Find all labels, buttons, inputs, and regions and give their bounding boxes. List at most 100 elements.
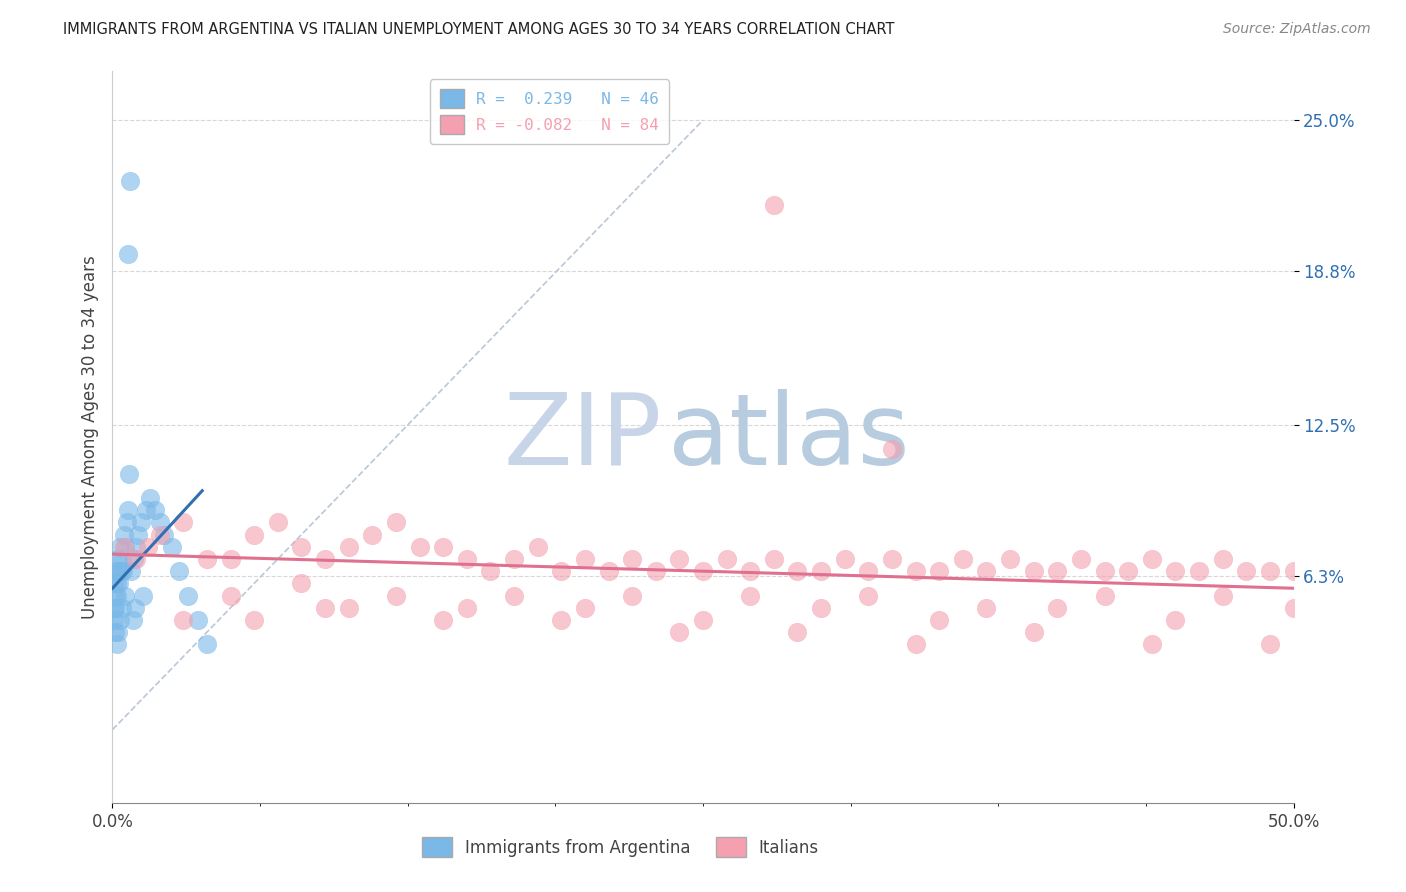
Point bbox=[195, 552, 218, 566]
Point bbox=[880, 442, 903, 457]
Point bbox=[1046, 600, 1069, 615]
Point bbox=[928, 613, 950, 627]
Point bbox=[337, 600, 360, 615]
Point bbox=[361, 527, 384, 541]
Point bbox=[104, 600, 127, 615]
Y-axis label: Unemployment Among Ages 30 to 34 years: Unemployment Among Ages 30 to 34 years bbox=[80, 255, 98, 619]
Point bbox=[132, 589, 155, 603]
Point bbox=[290, 576, 312, 591]
Point bbox=[385, 589, 408, 603]
Point bbox=[1022, 564, 1045, 578]
Point bbox=[136, 540, 159, 554]
Point bbox=[786, 625, 808, 640]
Point bbox=[1234, 564, 1257, 578]
Point bbox=[1282, 600, 1305, 615]
Point bbox=[503, 552, 526, 566]
Point bbox=[114, 540, 136, 554]
Point bbox=[149, 527, 172, 541]
Point bbox=[550, 613, 572, 627]
Point bbox=[103, 576, 125, 591]
Point bbox=[1116, 564, 1139, 578]
Point bbox=[104, 589, 127, 603]
Point bbox=[1258, 564, 1281, 578]
Point bbox=[103, 600, 125, 615]
Point bbox=[1188, 564, 1211, 578]
Point bbox=[810, 564, 832, 578]
Point bbox=[120, 174, 142, 188]
Point bbox=[117, 247, 139, 261]
Point bbox=[107, 564, 129, 578]
Text: IMMIGRANTS FROM ARGENTINA VS ITALIAN UNEMPLOYMENT AMONG AGES 30 TO 34 YEARS CORR: IMMIGRANTS FROM ARGENTINA VS ITALIAN UNE… bbox=[63, 22, 894, 37]
Point bbox=[195, 637, 218, 651]
Point bbox=[104, 625, 127, 640]
Point bbox=[172, 613, 194, 627]
Point bbox=[243, 527, 266, 541]
Point bbox=[668, 552, 690, 566]
Point bbox=[716, 552, 738, 566]
Point bbox=[786, 564, 808, 578]
Point bbox=[740, 564, 762, 578]
Point bbox=[103, 613, 125, 627]
Point bbox=[952, 552, 974, 566]
Point bbox=[125, 540, 148, 554]
Point bbox=[129, 516, 152, 530]
Text: ZIP: ZIP bbox=[503, 389, 662, 485]
Point bbox=[1094, 589, 1116, 603]
Legend: Immigrants from Argentina, Italians: Immigrants from Argentina, Italians bbox=[415, 830, 825, 864]
Point bbox=[105, 576, 128, 591]
Point bbox=[115, 516, 138, 530]
Point bbox=[290, 540, 312, 554]
Point bbox=[1140, 552, 1163, 566]
Point bbox=[219, 552, 242, 566]
Point bbox=[1212, 589, 1234, 603]
Point bbox=[314, 552, 336, 566]
Point bbox=[904, 637, 927, 651]
Point bbox=[621, 552, 644, 566]
Point bbox=[456, 552, 478, 566]
Point bbox=[1164, 613, 1187, 627]
Point bbox=[105, 589, 128, 603]
Point bbox=[105, 637, 128, 651]
Point bbox=[114, 589, 136, 603]
Point bbox=[111, 600, 134, 615]
Point bbox=[904, 564, 927, 578]
Point bbox=[598, 564, 620, 578]
Point bbox=[110, 564, 132, 578]
Point bbox=[108, 540, 131, 554]
Point bbox=[976, 600, 998, 615]
Point bbox=[692, 564, 714, 578]
Point bbox=[644, 564, 666, 578]
Point bbox=[124, 600, 146, 615]
Text: Source: ZipAtlas.com: Source: ZipAtlas.com bbox=[1223, 22, 1371, 37]
Point bbox=[167, 564, 190, 578]
Point bbox=[139, 491, 162, 505]
Point bbox=[550, 564, 572, 578]
Point bbox=[153, 527, 176, 541]
Point bbox=[1022, 625, 1045, 640]
Point bbox=[858, 564, 880, 578]
Point bbox=[112, 527, 135, 541]
Point bbox=[858, 589, 880, 603]
Point bbox=[1282, 564, 1305, 578]
Point bbox=[121, 613, 143, 627]
Point bbox=[574, 600, 596, 615]
Point bbox=[112, 564, 135, 578]
Point bbox=[135, 503, 157, 517]
Point bbox=[267, 516, 290, 530]
Point bbox=[1164, 564, 1187, 578]
Point bbox=[621, 589, 644, 603]
Point bbox=[160, 540, 183, 554]
Point bbox=[1094, 564, 1116, 578]
Point bbox=[432, 613, 454, 627]
Point bbox=[112, 540, 135, 554]
Point bbox=[834, 552, 856, 566]
Point bbox=[810, 600, 832, 615]
Point bbox=[219, 589, 242, 603]
Point bbox=[314, 600, 336, 615]
Point bbox=[762, 552, 785, 566]
Point bbox=[125, 552, 148, 566]
Point bbox=[762, 198, 785, 212]
Point bbox=[1212, 552, 1234, 566]
Point bbox=[117, 503, 139, 517]
Point bbox=[998, 552, 1021, 566]
